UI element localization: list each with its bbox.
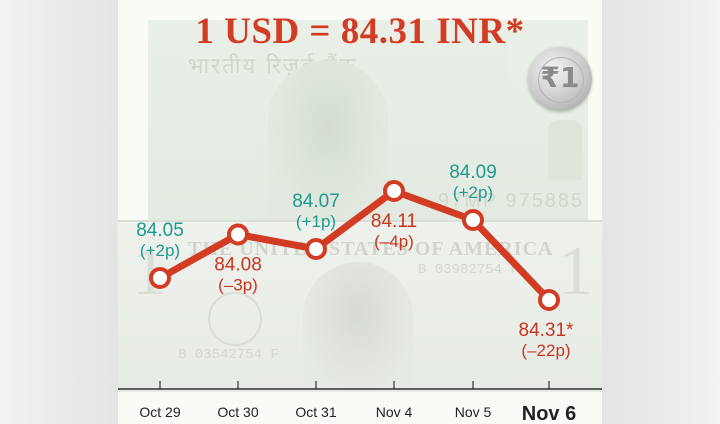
dollar-note-background: 1 1 THE UNITED STATES OF AMERICA B 03982… bbox=[118, 220, 602, 392]
data-point bbox=[538, 289, 560, 311]
data-point bbox=[227, 223, 249, 246]
x-tick-label: Oct 29 bbox=[139, 404, 180, 420]
right-margin bbox=[602, 0, 720, 424]
data-change-label: (–3p) bbox=[218, 276, 258, 295]
dollar-serial-bottom: B 03542754 F bbox=[178, 347, 279, 363]
rupee-note-background: भारतीय रिज़र्व बैंक 97MP 975885 bbox=[148, 20, 588, 230]
x-tick-label: Oct 31 bbox=[295, 404, 336, 420]
x-tick-label: Nov 5 bbox=[455, 404, 492, 420]
data-change-label: (+2p) bbox=[453, 183, 493, 202]
data-point bbox=[305, 238, 327, 260]
chart-title: 1 USD = 84.31 INR* bbox=[195, 11, 525, 52]
chart-card: भारतीय रिज़र्व बैंक 97MP 975885 1 1 THE … bbox=[118, 0, 602, 424]
data-value-label: 84.05 bbox=[136, 220, 184, 241]
series-line bbox=[156, 187, 553, 304]
dollar-seal-icon bbox=[208, 292, 262, 346]
data-point bbox=[383, 180, 405, 202]
data-value-label: 84.07 bbox=[292, 191, 340, 212]
data-change-label: (–4p) bbox=[374, 232, 414, 251]
data-point bbox=[149, 267, 171, 289]
data-value-label: 84.11 bbox=[371, 211, 417, 232]
emblem-image bbox=[548, 120, 582, 180]
data-point bbox=[462, 209, 484, 231]
data-value-label: 84.09 bbox=[449, 162, 497, 183]
left-margin bbox=[0, 0, 118, 424]
x-tick-label: Nov 6 bbox=[522, 403, 576, 424]
rupee-coin-icon: ₹1 bbox=[528, 47, 592, 111]
data-value-label: 84.08 bbox=[214, 255, 262, 276]
x-tick-label: Nov 4 bbox=[376, 404, 413, 420]
data-change-label: (+2p) bbox=[140, 241, 180, 260]
dollar-numeral-right: 1 bbox=[558, 233, 593, 310]
data-change-label: (+1p) bbox=[296, 212, 336, 231]
rupee-note-serial: 97MP 975885 bbox=[438, 190, 585, 212]
data-change-label: (–22p) bbox=[521, 341, 570, 360]
x-tick-label: Oct 30 bbox=[217, 404, 258, 420]
dollar-portrait-image bbox=[303, 262, 413, 392]
dollar-serial-top: B 03982754 F bbox=[418, 262, 519, 278]
line-chart: Oct 29 Oct 30 Oct 31 Nov 4 Nov 5 Nov 684.05(+… bbox=[118, 162, 602, 424]
data-value-label: 84.31* bbox=[519, 320, 575, 341]
rupee-portrait-image bbox=[268, 60, 388, 230]
